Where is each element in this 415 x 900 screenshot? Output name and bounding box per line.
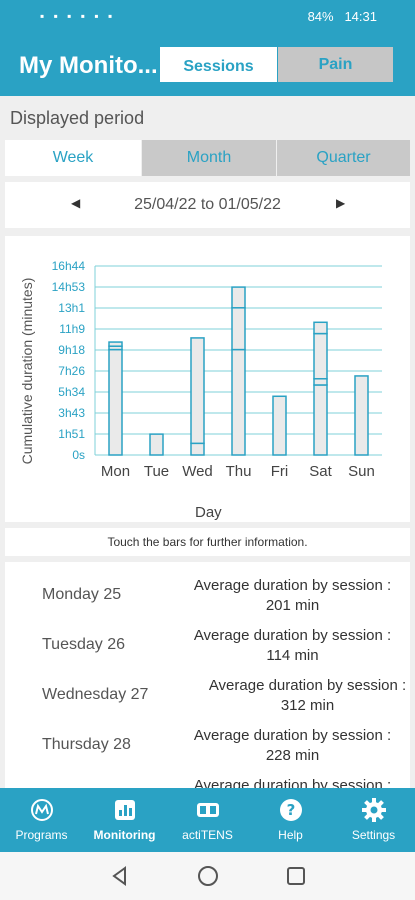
help-icon: ?	[280, 799, 302, 821]
avg-label: Average duration by session :	[208, 677, 407, 694]
avg-value: 114 min	[266, 647, 319, 664]
nav-label: Settings	[351, 828, 396, 842]
x-tick-label: Wed	[182, 463, 213, 480]
avg-value: 312 min	[280, 697, 335, 714]
y-tick-label: 7h26	[58, 364, 85, 378]
bar-segment[interactable]	[108, 348, 123, 456]
tab-month[interactable]: Month	[142, 140, 276, 176]
battery-level: 84%	[307, 9, 334, 24]
daily-list: Monday 25 Average duration by session : …	[5, 562, 410, 788]
sessions-tab[interactable]: Sessions	[160, 47, 277, 82]
hint-text: Touch the bars for further information.	[5, 528, 410, 556]
date-range-selector: ◀ 25/04/22 to 01/05/22 ▶	[5, 182, 410, 228]
avg-duration: Average duration by session : 114 min	[175, 626, 410, 666]
bar-segment[interactable]	[190, 337, 205, 445]
app-bar: My Monito... Sessions Pain	[0, 34, 415, 96]
status-right: 84% 14:31	[308, 9, 377, 24]
y-tick-label: 5h34	[58, 385, 85, 399]
avg-label: Average duration by session :	[193, 777, 392, 788]
date-range: 25/04/22 to 01/05/22	[134, 196, 281, 213]
y-tick-label: 3h43	[58, 406, 85, 420]
avg-label: Average duration by session :	[193, 627, 392, 644]
y-tick-label: 13h1	[58, 301, 85, 315]
previous-period-button[interactable]: ◀	[71, 196, 81, 210]
bar-segment[interactable]	[149, 433, 164, 456]
x-tick-label: Sat	[309, 463, 332, 480]
avg-duration: Average duration by session : 312 min	[190, 676, 410, 716]
nav-label: Monitoring	[93, 828, 156, 842]
period-tabs: Week Month Quarter	[5, 140, 410, 176]
avg-value: 228 min	[265, 747, 320, 764]
y-tick-label: 1h51	[58, 427, 85, 441]
bar-segment[interactable]	[272, 395, 287, 456]
avg-value: 201 min	[265, 597, 320, 614]
nav-monitoring[interactable]: Monitoring	[83, 788, 166, 852]
list-item[interactable]: Tuesday 26 Average duration by session :…	[5, 612, 410, 664]
status-icons: ▪ ▪ ▪ ▪ ▪ ▪	[40, 9, 116, 23]
recents-icon[interactable]	[284, 864, 308, 888]
x-tick-label: Tue	[144, 463, 169, 480]
bar-segment[interactable]	[313, 321, 328, 335]
back-icon[interactable]	[108, 864, 132, 888]
list-item[interactable]: Wednesday 27 Average duration by session…	[5, 662, 410, 714]
day-label: Monday 25	[42, 586, 122, 603]
day-label: Thursday 28	[42, 736, 131, 753]
list-item[interactable]: Thursday 28 Average duration by session …	[5, 712, 410, 764]
tab-week[interactable]: Week	[5, 140, 141, 176]
device-icon	[197, 803, 219, 817]
duration-chart: 0s 1h51 3h43 5h34 7h26 9h18 11h9 13h1 14h53 16h44…	[5, 236, 410, 522]
bar-segment[interactable]	[108, 341, 123, 347]
bar-segment[interactable]	[354, 375, 369, 456]
chart-svg: 0s 1h51 3h43 5h34 7h26 9h18 11h9 13h1 14h53 16h44…	[52, 259, 382, 480]
y-tick-label: 11h9	[59, 322, 85, 336]
bar-segment[interactable]	[231, 307, 246, 351]
day-label: Wednesday 27	[42, 686, 149, 703]
displayed-period-label: Displayed period	[10, 108, 145, 128]
settings-icon	[362, 798, 386, 822]
y-tick-label: 9h18	[58, 343, 85, 357]
nav-label: Programs	[15, 828, 68, 842]
avg-duration: Average duration by session : 201 min	[175, 576, 410, 616]
bar-segment[interactable]	[313, 332, 328, 380]
y-axis-label: Cumulative duration (minutes)	[19, 277, 35, 465]
nav-actitens[interactable]: actiTENS	[166, 788, 249, 852]
clock: 14:31	[344, 9, 377, 24]
x-tick-label: Mon	[101, 463, 130, 480]
system-navigation-bar	[0, 852, 415, 900]
nav-label: Help	[278, 828, 303, 842]
bar-segment[interactable]	[313, 384, 328, 456]
y-tick-label: 14h53	[52, 280, 86, 294]
nav-settings[interactable]: Settings	[332, 788, 415, 852]
nav-help[interactable]: ? Help	[249, 788, 332, 852]
avg-duration: Average duration by session : 228 min	[175, 726, 410, 766]
nav-label: actiTENS	[182, 828, 233, 842]
status-bar: ▪ ▪ ▪ ▪ ▪ ▪ 84% 14:31	[0, 0, 415, 34]
programs-icon	[31, 799, 53, 821]
nav-programs[interactable]: Programs	[0, 788, 83, 852]
pain-tab[interactable]: Pain	[278, 47, 393, 82]
bar-segment[interactable]	[231, 348, 246, 456]
avg-duration: Average duration by session :	[175, 776, 410, 788]
avg-label: Average duration by session :	[193, 727, 392, 744]
x-axis-label: Day	[195, 504, 222, 521]
bar-segment[interactable]	[190, 442, 205, 456]
home-icon[interactable]	[196, 864, 220, 888]
bar-segment[interactable]	[313, 378, 328, 386]
monitoring-icon	[115, 800, 135, 820]
tab-quarter[interactable]: Quarter	[277, 140, 410, 176]
bar-segment[interactable]	[231, 286, 246, 309]
list-item[interactable]: Average duration by session :	[5, 762, 410, 788]
y-tick-label: 16h44	[52, 259, 86, 273]
day-label: Tuesday 26	[42, 636, 126, 653]
x-tick-label: Sun	[348, 463, 375, 480]
svg-text:?: ?	[287, 801, 296, 819]
app-title: My Monito...	[19, 52, 158, 79]
bottom-navigation: Programs Monitoring actiTENS ? Help	[0, 788, 415, 852]
x-tick-label: Thu	[226, 463, 252, 480]
y-tick-label: 0s	[72, 448, 85, 462]
list-item[interactable]: Monday 25 Average duration by session : …	[5, 562, 410, 614]
x-tick-label: Fri	[271, 463, 289, 480]
avg-label: Average duration by session :	[193, 577, 392, 594]
next-period-button[interactable]: ▶	[336, 196, 346, 210]
